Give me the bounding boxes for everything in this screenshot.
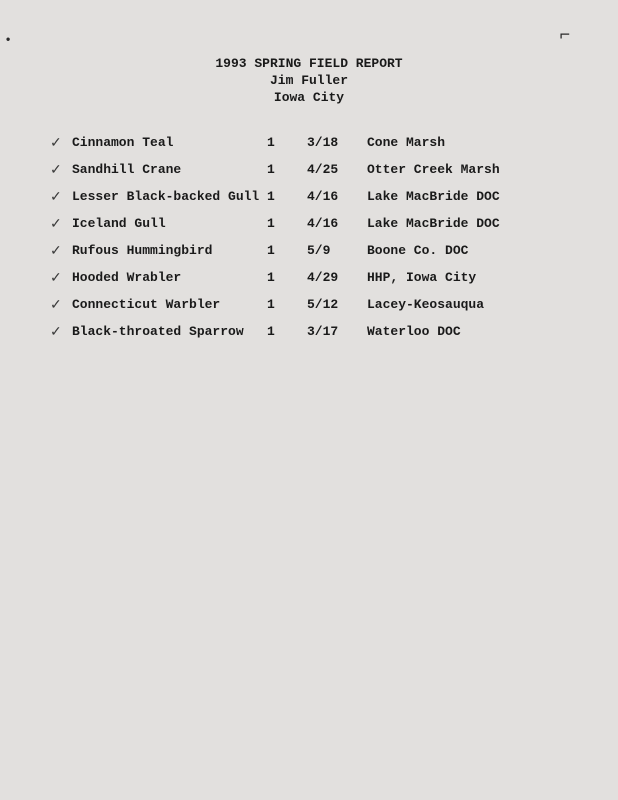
count-cell: 1 <box>267 129 307 156</box>
location-cell: HHP, Iowa City <box>367 264 568 291</box>
check-icon: ✓ <box>50 269 62 285</box>
record-row: ✓ Connecticut Warbler15/12Lacey-Keosauqua <box>50 291 568 318</box>
species-cell: Rufous Hummingbird <box>72 237 267 264</box>
check-icon: ✓ <box>50 323 62 339</box>
record-row: ✓ Sandhill Crane14/25Otter Creek Marsh <box>50 156 568 183</box>
checkmark-cell: ✓ <box>50 156 72 183</box>
checkmark-cell: ✓ <box>50 183 72 210</box>
check-icon: ✓ <box>50 296 62 312</box>
checkmark-cell: ✓ <box>50 237 72 264</box>
count-cell: 1 <box>267 318 307 345</box>
location-cell: Lake MacBride DOC <box>367 183 568 210</box>
species-cell: Connecticut Warbler <box>72 291 267 318</box>
record-row: ✓ Iceland Gull14/16Lake MacBride DOC <box>50 210 568 237</box>
location-cell: Boone Co. DOC <box>367 237 568 264</box>
count-cell: 1 <box>267 264 307 291</box>
checkmark-cell: ✓ <box>50 264 72 291</box>
date-cell: 4/29 <box>307 264 367 291</box>
check-icon: ✓ <box>50 242 62 258</box>
checkmark-cell: ✓ <box>50 318 72 345</box>
check-icon: ✓ <box>50 215 62 231</box>
date-cell: 5/12 <box>307 291 367 318</box>
location-cell: Waterloo DOC <box>367 318 568 345</box>
count-cell: 1 <box>267 210 307 237</box>
records-table: ✓Cinnamon Teal13/18Cone Marsh✓Sandhill C… <box>50 129 568 345</box>
check-icon: ✓ <box>50 188 62 204</box>
record-row: ✓ Rufous Hummingbird15/9Boone Co. DOC <box>50 237 568 264</box>
count-cell: 1 <box>267 291 307 318</box>
date-cell: 4/16 <box>307 183 367 210</box>
record-row: ✓ Cinnamon Teal13/18Cone Marsh <box>50 129 568 156</box>
date-cell: 3/18 <box>307 129 367 156</box>
count-cell: 1 <box>267 183 307 210</box>
report-title: 1993 SPRING FIELD REPORT <box>50 56 568 73</box>
date-cell: 4/16 <box>307 210 367 237</box>
checkmark-cell: ✓ <box>50 210 72 237</box>
record-row: ✓ Black-throated Sparrow13/17Waterloo DOC <box>50 318 568 345</box>
date-cell: 5/9 <box>307 237 367 264</box>
location-cell: Cone Marsh <box>367 129 568 156</box>
author-name: Jim Fuller <box>50 73 568 90</box>
document-header: 1993 SPRING FIELD REPORT Jim Fuller Iowa… <box>50 56 568 107</box>
count-cell: 1 <box>267 237 307 264</box>
record-row: ✓ Hooded Wrabler14/29HHP, Iowa City <box>50 264 568 291</box>
record-row: ✓ Lesser Black-backed Gull14/16Lake MacBr… <box>50 183 568 210</box>
corner-mark: ⌐ <box>559 24 570 45</box>
species-cell: Cinnamon Teal <box>72 129 267 156</box>
location-cell: Otter Creek Marsh <box>367 156 568 183</box>
left-mark: • <box>6 32 10 46</box>
location-cell: Lacey-Keosauqua <box>367 291 568 318</box>
author-location: Iowa City <box>50 90 568 107</box>
date-cell: 4/25 <box>307 156 367 183</box>
species-cell: Hooded Wrabler <box>72 264 267 291</box>
count-cell: 1 <box>267 156 307 183</box>
checkmark-cell: ✓ <box>50 129 72 156</box>
location-cell: Lake MacBride DOC <box>367 210 568 237</box>
species-cell: Black-throated Sparrow <box>72 318 267 345</box>
date-cell: 3/17 <box>307 318 367 345</box>
species-cell: Sandhill Crane <box>72 156 267 183</box>
check-icon: ✓ <box>50 161 62 177</box>
species-cell: Iceland Gull <box>72 210 267 237</box>
checkmark-cell: ✓ <box>50 291 72 318</box>
check-icon: ✓ <box>50 134 62 150</box>
species-cell: Lesser Black-backed Gull <box>72 183 267 210</box>
